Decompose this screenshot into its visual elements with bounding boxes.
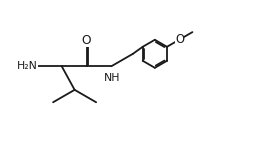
Text: O: O — [175, 33, 184, 46]
Text: O: O — [82, 34, 91, 47]
Text: H₂N: H₂N — [17, 61, 38, 71]
Text: NH: NH — [104, 73, 120, 83]
